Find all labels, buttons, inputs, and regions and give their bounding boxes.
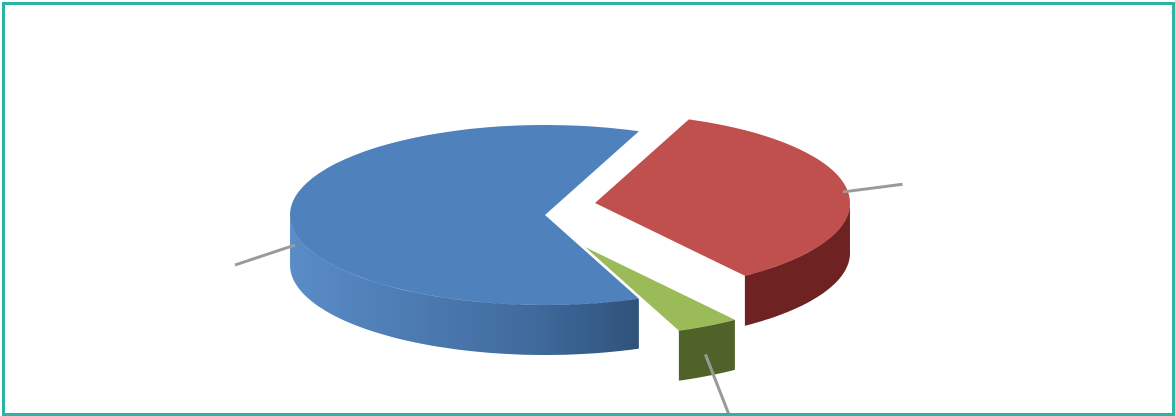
- pie-slice: [585, 247, 735, 331]
- pie-slice-side: [678, 319, 735, 381]
- pie-chart: [234, 119, 903, 413]
- leader-line: [842, 182, 903, 194]
- slices-layer: [289, 119, 851, 381]
- pie-slice-side: [744, 201, 850, 326]
- pie-slice: [289, 124, 639, 305]
- labels-layer: [234, 182, 903, 413]
- pie-slice-side: [290, 213, 639, 355]
- leader-line: [234, 243, 296, 267]
- leader-line: [703, 353, 730, 413]
- pie-slice: [595, 119, 851, 276]
